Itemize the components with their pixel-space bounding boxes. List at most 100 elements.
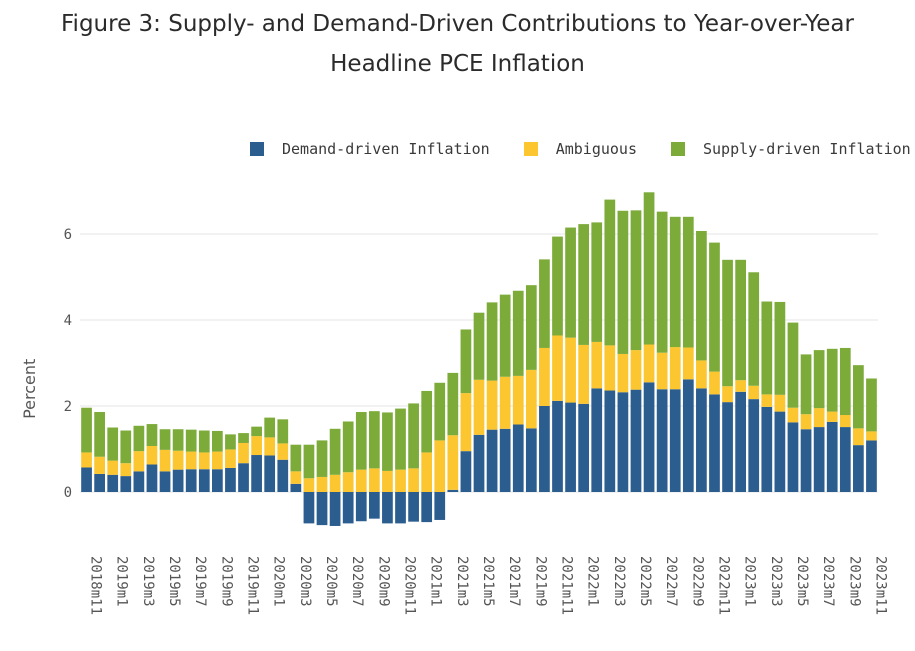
bar-supply <box>172 429 184 451</box>
bar-supply <box>735 259 747 381</box>
bar-ambiguous <box>512 375 524 425</box>
bar-demand <box>696 388 707 492</box>
bar-demand <box>329 492 341 526</box>
bar-demand <box>826 421 838 492</box>
bar-supply <box>120 430 132 464</box>
bar-demand <box>172 469 184 492</box>
bar-ambiguous <box>329 474 341 492</box>
bar-supply <box>107 427 119 461</box>
bar-supply <box>682 216 694 348</box>
x-tick-label: 2019m5 <box>166 556 182 607</box>
bar-supply <box>473 312 485 380</box>
bar-supply <box>355 412 367 470</box>
bar-demand <box>408 492 419 522</box>
bar-supply <box>395 408 406 470</box>
bar-supply <box>761 301 773 395</box>
bar-ambiguous <box>395 469 406 492</box>
bar-demand <box>800 429 812 492</box>
legend-swatch-supply <box>671 142 685 156</box>
bar-demand <box>434 492 446 520</box>
x-tick-label: 2023m9 <box>846 556 862 607</box>
bar-demand <box>133 471 145 492</box>
legend-swatch-demand <box>250 142 264 156</box>
bar-supply <box>434 382 446 441</box>
x-tick-label: 2021m7 <box>506 556 522 607</box>
bar-demand <box>81 467 92 492</box>
bar-demand <box>591 388 603 492</box>
x-tick-label: 2019m1 <box>114 556 130 607</box>
x-tick-label: 2022m3 <box>611 556 627 607</box>
bar-supply <box>486 302 498 381</box>
bar-demand <box>552 400 563 492</box>
bar-ambiguous <box>107 460 119 475</box>
bar-supply <box>826 348 838 412</box>
bar-demand <box>146 464 158 492</box>
bar-supply <box>525 285 537 370</box>
bar-supply <box>709 242 720 372</box>
legend-item-demand[interactable]: Demand-driven Inflation <box>250 140 490 158</box>
chart-title-line-1: Figure 3: Supply- and Demand-Driven Cont… <box>61 11 854 37</box>
bar-ambiguous <box>290 471 302 484</box>
legend-item-ambiguous[interactable]: Ambiguous <box>523 140 637 158</box>
x-tick-label: 2020m11 <box>402 556 418 615</box>
x-tick-label: 2023m7 <box>820 556 836 607</box>
bar-demand <box>342 492 354 524</box>
bar-demand <box>368 492 380 519</box>
bar-demand <box>120 476 132 492</box>
y-tick-label: 0 <box>64 485 72 501</box>
bar-demand <box>212 469 223 492</box>
bar-ambiguous <box>813 408 825 428</box>
x-tick-label: 2019m11 <box>245 556 261 615</box>
x-tick-label: 2023m1 <box>742 556 758 607</box>
bar-ambiguous <box>316 476 328 492</box>
bar-supply <box>198 430 210 453</box>
bar-demand <box>447 489 459 492</box>
y-tick-label: 6 <box>64 227 72 243</box>
bar-ambiguous <box>630 350 642 390</box>
y-axis-title: Percent <box>20 359 39 419</box>
bar-supply <box>212 430 223 452</box>
bar-supply <box>578 224 590 345</box>
bar-supply <box>696 230 707 361</box>
bar-demand <box>290 483 302 492</box>
bar-supply <box>617 210 629 354</box>
bar-demand <box>774 411 786 492</box>
bar-demand <box>735 391 747 492</box>
x-tick-label: 2019m3 <box>140 556 156 607</box>
legend-label-ambiguous: Ambiguous <box>555 140 637 158</box>
x-tick-label: 2020m1 <box>271 556 287 607</box>
bar-supply <box>94 412 105 457</box>
bar-demand <box>709 394 720 492</box>
bar-ambiguous <box>238 442 249 464</box>
bar-ambiguous <box>669 347 681 390</box>
bar-ambiguous <box>172 450 184 470</box>
bar-supply <box>421 390 433 453</box>
bar-supply <box>866 378 877 432</box>
x-tick-label: 2021m5 <box>480 556 496 607</box>
bar-supply <box>303 444 315 479</box>
bar-demand <box>565 402 576 492</box>
bar-ambiguous <box>525 369 537 429</box>
bar-demand <box>525 428 537 492</box>
bar-ambiguous <box>800 414 812 430</box>
legend-swatch-ambiguous <box>523 142 538 156</box>
chart-title: Figure 3: Supply- and Demand-Driven Cont… <box>0 4 915 84</box>
bar-demand <box>682 379 694 492</box>
bar-demand <box>355 492 367 522</box>
bar-ambiguous <box>604 345 616 391</box>
legend-item-supply[interactable]: Supply-driven Inflation <box>671 140 911 158</box>
bar-demand <box>512 424 524 492</box>
bar-demand <box>630 389 642 492</box>
bar-ambiguous <box>839 415 851 428</box>
bar-ambiguous <box>198 452 210 470</box>
bar-demand <box>251 455 262 492</box>
bar-demand <box>303 492 315 524</box>
bar-supply <box>146 424 158 446</box>
bar-demand <box>669 389 681 492</box>
bar-demand <box>198 469 210 492</box>
x-tick-label: 2022m11 <box>715 556 731 615</box>
bar-ambiguous <box>643 344 655 383</box>
bar-ambiguous <box>277 443 289 460</box>
bar-supply <box>552 236 563 336</box>
bar-supply <box>499 294 511 377</box>
